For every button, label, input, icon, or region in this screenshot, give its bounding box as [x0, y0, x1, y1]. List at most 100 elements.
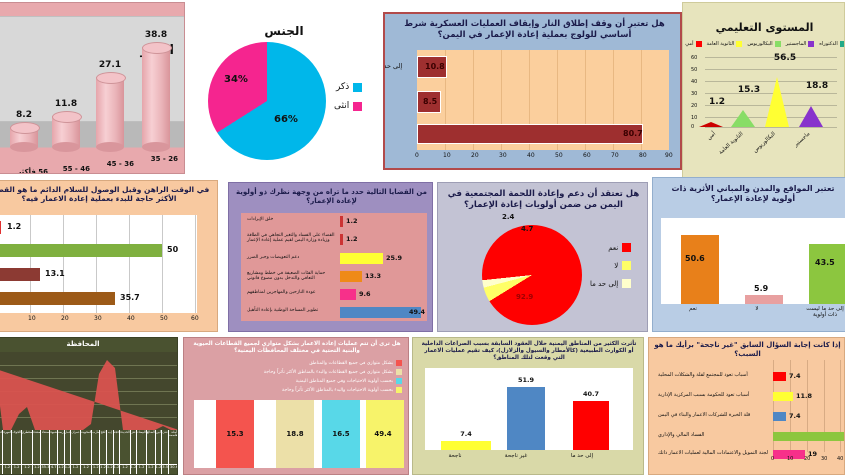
- table-cell: أمانة العاصمة 30.6: [168, 430, 177, 474]
- reasons-category-3: أسباب تعود للحكومة بسبب المركزية الإداري…: [658, 392, 750, 398]
- gender-chart-title: الجنس: [264, 24, 304, 38]
- gender-label-male: 66%: [274, 114, 298, 125]
- distribution-legend-label-3: بحسب أولوية الاحتياجات وفي جميع المناطق …: [295, 378, 393, 384]
- governorate-row-value-18: 1.2: [21, 464, 33, 474]
- ceasefire-xtick-0: 0: [415, 152, 419, 159]
- reasons-xtick-1: 10: [787, 456, 794, 462]
- education-value-1: 1.2: [709, 97, 725, 107]
- gridline: [705, 69, 837, 70]
- legend-swatch-icon: [736, 41, 743, 47]
- ceasefire-bar-3: [417, 124, 643, 144]
- damage-category-3: إلى حد ما: [570, 453, 594, 459]
- governorate-row-header-5: تعز: [131, 430, 136, 434]
- chart-panel-social-cohesion: هل تعتقد أن دعم وإعادة اللحمة المجتمعية …: [437, 182, 648, 332]
- governorate-row-header-8: إب: [107, 430, 112, 434]
- distribution-legend: بشكل متوازي في جميع القطاعات والمناطق بش…: [192, 360, 402, 396]
- damage-bar-3: [573, 401, 609, 450]
- governorate-row-header-6: الحديدة: [120, 430, 130, 434]
- table-cell: صعدة 1.2: [32, 430, 41, 474]
- social-cohesion-legend-item-1: نعم: [590, 243, 632, 252]
- reasons-category-4: أسباب تعود للمجتمع لقلة والشكلات المحلية: [658, 372, 748, 378]
- education-legend-label-1: أمي: [685, 41, 694, 47]
- gender-legend: ذكر انثى: [334, 82, 363, 120]
- gridline: [790, 360, 791, 452]
- education-category-2: الثانوية العامة: [718, 131, 746, 156]
- education-ytick-1: 10: [691, 115, 698, 121]
- priority-issue-chart-title: من القضايا التالية حدد ما تراه من وجهة ن…: [236, 188, 427, 205]
- education-ytick-2: 20: [691, 103, 698, 109]
- gridline: [585, 50, 586, 150]
- gridline: [557, 50, 558, 150]
- distribution-chart-title: هل ترى أن تتم عمليات إعادة الاعمار بشكل …: [193, 341, 401, 354]
- table-cell: الحديدة 1.2: [119, 430, 130, 474]
- education-legend-label-4: الماجستير: [785, 41, 807, 47]
- ceasefire-xtick-7: 70: [611, 152, 619, 159]
- reasons-category-1: الفساد المالي والإداري: [658, 432, 705, 438]
- governorate-row-header-13: ذمار: [64, 430, 71, 434]
- table-cell: المحويت 1.2: [79, 430, 92, 474]
- table-cell: أبين 1.2: [154, 430, 162, 474]
- social-cohesion-chart-title: هل تعتقد أن دعم وإعادة اللحمة المجتمعية …: [447, 189, 640, 210]
- chart-panel-education: المستوى التعليمي أمي الثانوية العامة الب…: [682, 2, 845, 180]
- heritage-chart-title: تعتبر المواقع والمدن والمباني الأثرية ذا…: [671, 184, 835, 203]
- social-cohesion-label-3: 2.4: [502, 213, 515, 221]
- ceasefire-value-3: 80.7: [623, 129, 643, 138]
- priority-issue-category-1: عودة النازحين والمهاجرين لمناطقهم: [247, 290, 316, 295]
- governorate-row-value-7: 1.2: [113, 464, 120, 474]
- gridline: [473, 50, 474, 150]
- table-cell: لحج 1.2: [99, 430, 106, 474]
- reasons-xtick-0: 0: [771, 456, 775, 462]
- heritage-value-1: 50.6: [685, 254, 705, 263]
- legend-swatch-icon: [774, 41, 781, 47]
- chart-panel-governorate: المحافظة أمانة العاصمة 30.6 عدن 3.5 أبين 1.…: [0, 337, 178, 475]
- governorate-plot-area: [0, 352, 177, 430]
- gridline: [840, 360, 841, 452]
- gridline: [0, 378, 177, 379]
- damage-category-1: ناجحة: [448, 453, 462, 459]
- governorate-data-table: أمانة العاصمة 30.6 عدن 3.5 أبين 1.2 الضالع 1…: [0, 430, 177, 474]
- chart-panel-priority-issue: من القضايا التالية حدد ما تراه من وجهة ن…: [228, 182, 433, 332]
- governorate-row-header-17: صعدة: [33, 430, 41, 434]
- reasons-bar-2: [773, 412, 786, 421]
- priority-issue-category-3: دعم التعويضات وجبر الضرر: [247, 255, 300, 260]
- governorate-row-value-12: 1.2: [71, 464, 80, 474]
- table-cell: عمران 1.2: [70, 430, 80, 474]
- heritage-plot-area: 50.6 5.9 43.5: [661, 218, 845, 304]
- gridline: [129, 215, 130, 313]
- reasons-value-3: 11.8: [796, 392, 813, 400]
- priority-sector-value-1: 1.2: [7, 222, 22, 231]
- gridline: [613, 50, 614, 150]
- governorate-row-value-19: 1.2: [12, 464, 21, 474]
- legend-swatch-icon: [808, 41, 815, 47]
- governorate-row-value-0: 30.6: [169, 464, 177, 474]
- heritage-bar-1: [681, 235, 719, 304]
- age-value-4: 8.2: [16, 110, 32, 120]
- damage-value-1: 7.4: [460, 430, 472, 438]
- ceasefire-xtick-2: 20: [471, 152, 479, 159]
- priority-issue-value-1: 9.6: [359, 290, 371, 298]
- education-ytick-3: 30: [691, 91, 698, 97]
- reasons-xtick-2: 20: [804, 456, 811, 462]
- gridline: [445, 50, 446, 150]
- ceasefire-category-3: نعم: [383, 130, 386, 138]
- table-cell: المهرة 1.2: [2, 430, 12, 474]
- governorate-row-value-3: 1.2: [146, 464, 155, 474]
- chart-panel-priority-sector: في الوقت الراهن وقبل الوصول للسلام الدائ…: [0, 180, 218, 332]
- age-bar-1: [142, 42, 172, 152]
- chart-panel-damage-assessment: تأثرت الكثير من المناطق اليمنية خلال الع…: [412, 337, 644, 475]
- chart-panel-heritage: تعتبر المواقع والمدن والمباني الأثرية ذا…: [652, 177, 845, 332]
- priority-issue-plot-area: خلق الإيرادات 1.2 القضاء على الفساد والت…: [241, 213, 427, 321]
- governorate-row-header-10: مأرب: [92, 430, 100, 434]
- chart-panel-age: العمر 38.8 26 - 35 27.1 36 - 45 11.8 46 …: [0, 2, 185, 174]
- table-cell: ريمة 1.2: [56, 430, 64, 474]
- reasons-bar-4: [773, 372, 786, 381]
- gridline: [705, 57, 837, 58]
- priority-sector-plot-area: 1.2 50 13.1 35.7: [0, 215, 197, 313]
- gridline: [501, 50, 502, 150]
- priority-sector-bar-3: [0, 268, 40, 281]
- priority-issue-bar-4: [340, 234, 343, 245]
- education-ytick-0: 0: [691, 124, 695, 130]
- education-legend-label-2: الثانوية العامة: [706, 41, 735, 47]
- ceasefire-category-2: لا: [385, 97, 416, 105]
- governorate-row-header-4: البيضاء: [137, 430, 146, 434]
